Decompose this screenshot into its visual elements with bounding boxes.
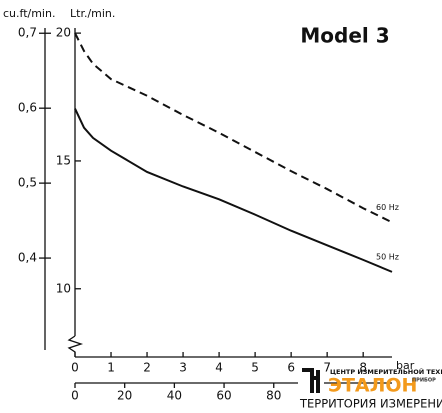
x-tick-label: 3 <box>179 361 187 375</box>
series-label: 50 Hz <box>376 252 399 261</box>
x-tick-label: 0 <box>71 361 79 375</box>
y-tick-label: 20 <box>56 26 71 40</box>
logo-brand: ЭТАЛОН <box>328 375 417 397</box>
x-tick-label: 4 <box>215 361 223 375</box>
y2-tick-label: 0,7 <box>18 26 37 40</box>
y2-tick-label: 0,6 <box>18 101 37 115</box>
series-label: 60 Hz <box>376 203 399 212</box>
x-axis-title: bar <box>396 359 415 372</box>
chart-title: Model 3 <box>300 24 389 48</box>
x2-tick-label: 20 <box>117 389 132 403</box>
x2-tick-label: 0 <box>71 389 79 403</box>
logo-mark <box>302 368 320 393</box>
x2-tick-label: 40 <box>167 389 182 403</box>
series-line <box>74 32 393 224</box>
logo-bottom: ТЕРРИТОРИЯ ИЗМЕРЕНИЙ <box>299 396 442 411</box>
logo-badge: ПРИБОР <box>412 378 436 384</box>
x2-tick-label: 80 <box>266 389 281 403</box>
x-tick-label: 2 <box>143 361 151 375</box>
y-axis-title: Ltr./min. <box>70 7 115 20</box>
x2-tick-label: 60 <box>216 389 231 403</box>
x-tick-label: 8 <box>359 361 367 375</box>
y-tick-label: 10 <box>56 281 71 295</box>
series-line <box>74 108 393 273</box>
y2-tick-label: 0,5 <box>18 176 37 190</box>
y-tick-label: 15 <box>56 153 71 167</box>
x-tick-label: 5 <box>251 361 259 375</box>
logo-top: ЦЕНТР ИЗМЕРИТЕЛЬНОЙ ТЕХНИКИ <box>330 367 442 376</box>
y2-axis-title: cu.ft/min. <box>3 7 55 20</box>
y2-tick-label: 0,4 <box>18 251 37 265</box>
x-tick-label: 6 <box>287 361 295 375</box>
logo: ЦЕНТР ИЗМЕРИТЕЛЬНОЙ ТЕХНИКИ ЭТАЛОН ПРИБО… <box>298 367 442 411</box>
x-tick-label: 7 <box>323 361 331 375</box>
x-tick-label: 1 <box>107 361 115 375</box>
